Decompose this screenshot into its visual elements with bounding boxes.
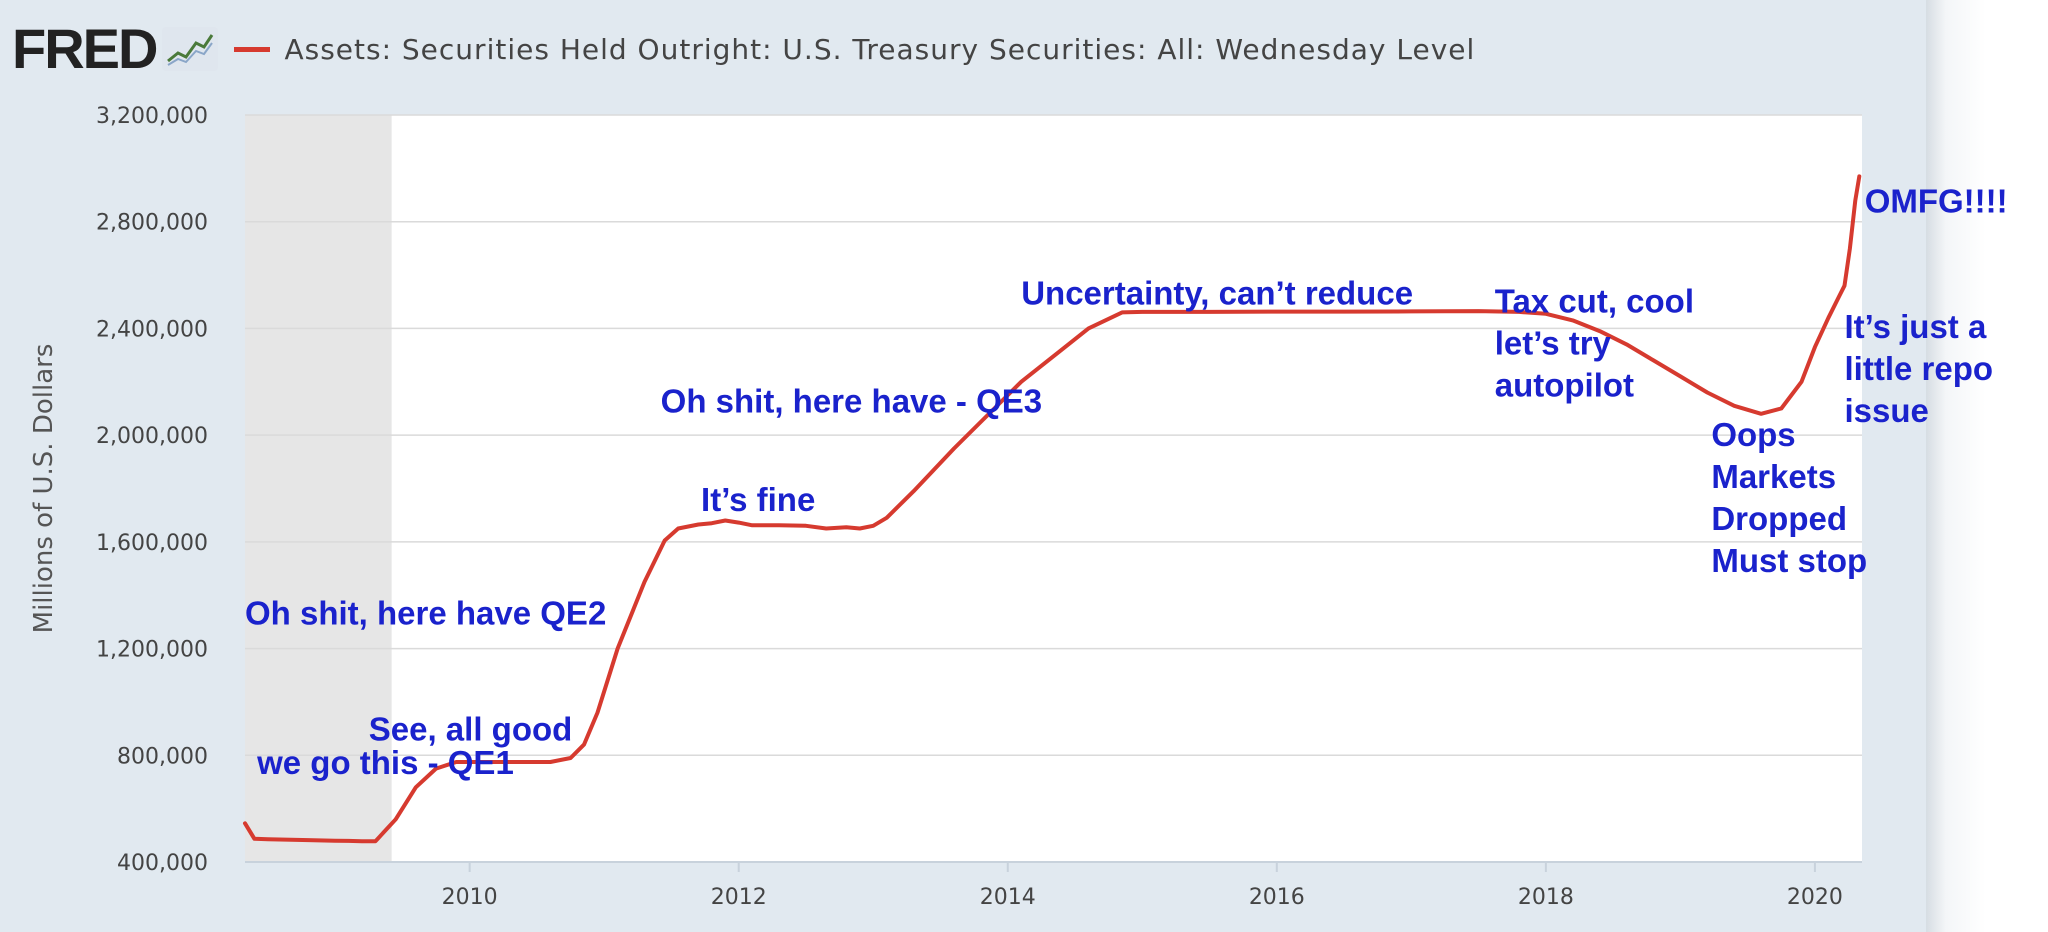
data-point (454, 760, 458, 764)
annotation: Oh shit, here have - QE3 (661, 382, 1042, 419)
data-point (1853, 198, 1857, 202)
x-tick-label: 2010 (442, 885, 498, 910)
data-point (643, 580, 647, 584)
annotation: Uncertainty, can’t reduce (1021, 274, 1413, 311)
data-point (548, 760, 552, 764)
data-point (1086, 326, 1090, 330)
data-point (804, 524, 808, 528)
data-point (414, 785, 418, 789)
data-point (912, 489, 916, 493)
x-tick-label: 2016 (1249, 885, 1305, 910)
annotation: OMFG!!!! (1865, 182, 2008, 219)
annotation: Tax cut, cool let’s try autopilot (1495, 282, 1694, 403)
data-point (595, 711, 599, 715)
data-point (243, 821, 247, 825)
annotation: See, all good (369, 711, 573, 748)
x-tick-label: 2018 (1518, 885, 1574, 910)
data-point (394, 817, 398, 821)
x-tick-label: 2014 (980, 885, 1036, 910)
panel-edge-shadow (1926, 0, 2048, 932)
y-axis-title: Millions of U.S. Dollars (29, 344, 59, 634)
series-title: Assets: Securities Held Outright: U.S. T… (284, 32, 1476, 66)
data-point (1813, 345, 1817, 349)
data-point (1705, 390, 1709, 394)
data-point (844, 525, 848, 529)
data-point (434, 767, 438, 771)
data-point (1060, 348, 1064, 352)
data-point (347, 839, 351, 843)
annotation: we go this - QE1 (256, 744, 514, 781)
y-tick-label: 400,000 (117, 851, 208, 876)
data-point (992, 406, 996, 410)
legend-swatch (234, 46, 271, 52)
annotation: It’s just a little repo issue (1845, 308, 1994, 429)
data-point (710, 521, 714, 525)
data-point (824, 527, 828, 531)
y-tick-label: 1,600,000 (96, 531, 208, 556)
data-point (1651, 358, 1655, 362)
data-point (1571, 318, 1575, 322)
data-point (1779, 406, 1783, 410)
data-point (1342, 310, 1346, 314)
data-point (360, 839, 364, 843)
data-point (871, 524, 875, 528)
data-point (737, 521, 741, 525)
data-point (1732, 404, 1736, 408)
data-point (858, 527, 862, 531)
data-point (723, 519, 727, 523)
fred-logo[interactable]: FRED (12, 17, 158, 80)
data-point (569, 756, 573, 760)
data-point (266, 837, 270, 841)
data-point (306, 838, 310, 842)
data-point (373, 839, 377, 843)
data-point (777, 523, 781, 527)
data-point (1799, 380, 1803, 384)
data-point (1826, 316, 1830, 320)
data-point (1120, 310, 1124, 314)
data-point (1857, 174, 1861, 178)
y-tick-label: 2,000,000 (96, 424, 208, 449)
x-tick-label: 2020 (1787, 885, 1843, 910)
data-point (582, 743, 586, 747)
data-point (750, 523, 754, 527)
data-point (696, 523, 700, 527)
y-tick-label: 3,200,000 (96, 104, 208, 129)
data-point (333, 839, 337, 843)
data-point (508, 760, 512, 764)
annotation: Oh shit, here have QE2 (245, 595, 606, 632)
plot-area (245, 115, 1862, 862)
x-tick-label: 2012 (711, 885, 767, 910)
data-point (616, 647, 620, 651)
data-point (1848, 246, 1852, 250)
annotation: Oops Markets Dropped Must stop (1711, 416, 1867, 579)
y-tick-label: 2,800,000 (96, 211, 208, 236)
y-tick-label: 800,000 (117, 744, 208, 769)
data-point (1678, 374, 1682, 378)
data-point (1409, 309, 1413, 313)
data-point (1019, 380, 1023, 384)
data-point (676, 527, 680, 531)
data-point (663, 539, 667, 543)
data-point (1759, 412, 1763, 416)
data-point (1598, 329, 1602, 333)
data-point (1625, 342, 1629, 346)
chart-header: FRED Assets: Securities Held Outright: U… (12, 18, 1912, 80)
data-point (1275, 310, 1279, 314)
annotation: It’s fine (701, 481, 815, 518)
data-point (1477, 309, 1481, 313)
y-tick-label: 1,200,000 (96, 638, 208, 663)
data-point (252, 837, 256, 841)
data-point (1140, 310, 1144, 314)
recession-shade (245, 115, 392, 862)
data-point (885, 516, 889, 520)
data-point (1843, 284, 1847, 288)
data-point (1837, 294, 1841, 298)
data-point (1517, 310, 1521, 314)
fred-logo-chart-icon (162, 27, 219, 71)
y-tick-label: 2,400,000 (96, 317, 208, 342)
data-point (952, 446, 956, 450)
data-point (1208, 310, 1212, 314)
data-point (1544, 312, 1548, 316)
